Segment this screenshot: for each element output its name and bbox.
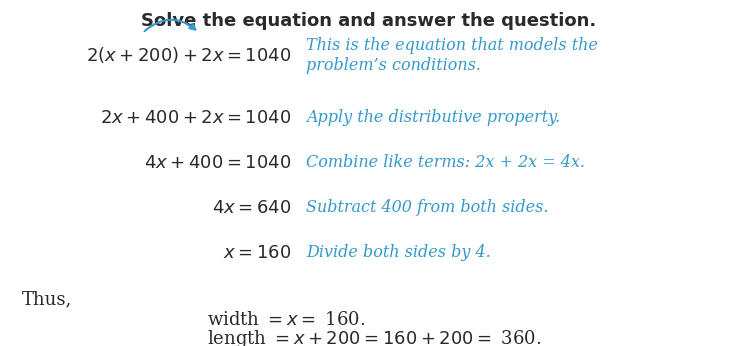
- Text: width $= x =$ 160.: width $= x =$ 160.: [207, 311, 365, 329]
- Text: $x = 160$: $x = 160$: [224, 244, 292, 262]
- Text: Solve the equation and answer the question.: Solve the equation and answer the questi…: [142, 12, 596, 30]
- Text: length $= x + 200 = 160 + 200 =$ 360.: length $= x + 200 = 160 + 200 =$ 360.: [207, 328, 541, 346]
- Text: Subtract 400 from both sides.: Subtract 400 from both sides.: [306, 199, 549, 216]
- Text: $2\left(x + 200\right) + 2x = 1040$: $2\left(x + 200\right) + 2x = 1040$: [86, 45, 292, 65]
- Text: $4x = 640$: $4x = 640$: [213, 199, 292, 217]
- Text: $2x + 400 + 2x = 1040$: $2x + 400 + 2x = 1040$: [100, 109, 292, 127]
- Text: This is the equation that models the
problem’s conditions.: This is the equation that models the pro…: [306, 37, 598, 74]
- Text: Divide both sides by 4.: Divide both sides by 4.: [306, 244, 491, 261]
- Text: Apply the distributive property.: Apply the distributive property.: [306, 109, 560, 126]
- Text: $4x + 400 = 1040$: $4x + 400 = 1040$: [145, 154, 292, 172]
- Text: Thus,: Thus,: [22, 290, 72, 308]
- Text: Combine like terms: 2x + 2x = 4x.: Combine like terms: 2x + 2x = 4x.: [306, 154, 585, 171]
